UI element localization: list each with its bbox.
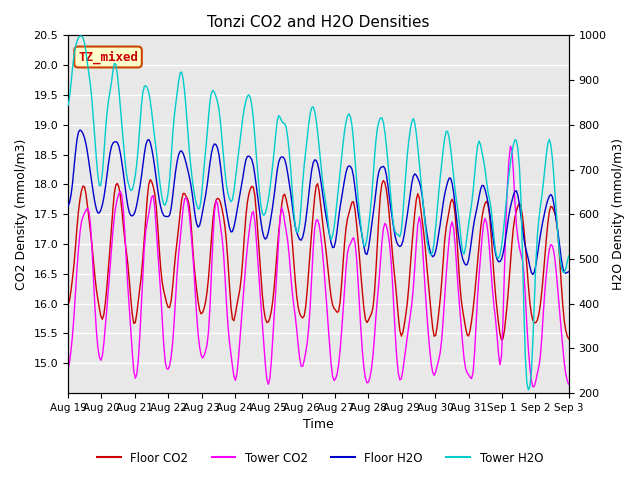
Legend: Floor CO2, Tower CO2, Floor H2O, Tower H2O: Floor CO2, Tower CO2, Floor H2O, Tower H… <box>92 447 548 469</box>
Y-axis label: CO2 Density (mmol/m3): CO2 Density (mmol/m3) <box>15 139 28 290</box>
Y-axis label: H2O Density (mmol/m3): H2O Density (mmol/m3) <box>612 138 625 290</box>
Text: TZ_mixed: TZ_mixed <box>78 50 138 64</box>
X-axis label: Time: Time <box>303 419 333 432</box>
Title: Tonzi CO2 and H2O Densities: Tonzi CO2 and H2O Densities <box>207 15 429 30</box>
